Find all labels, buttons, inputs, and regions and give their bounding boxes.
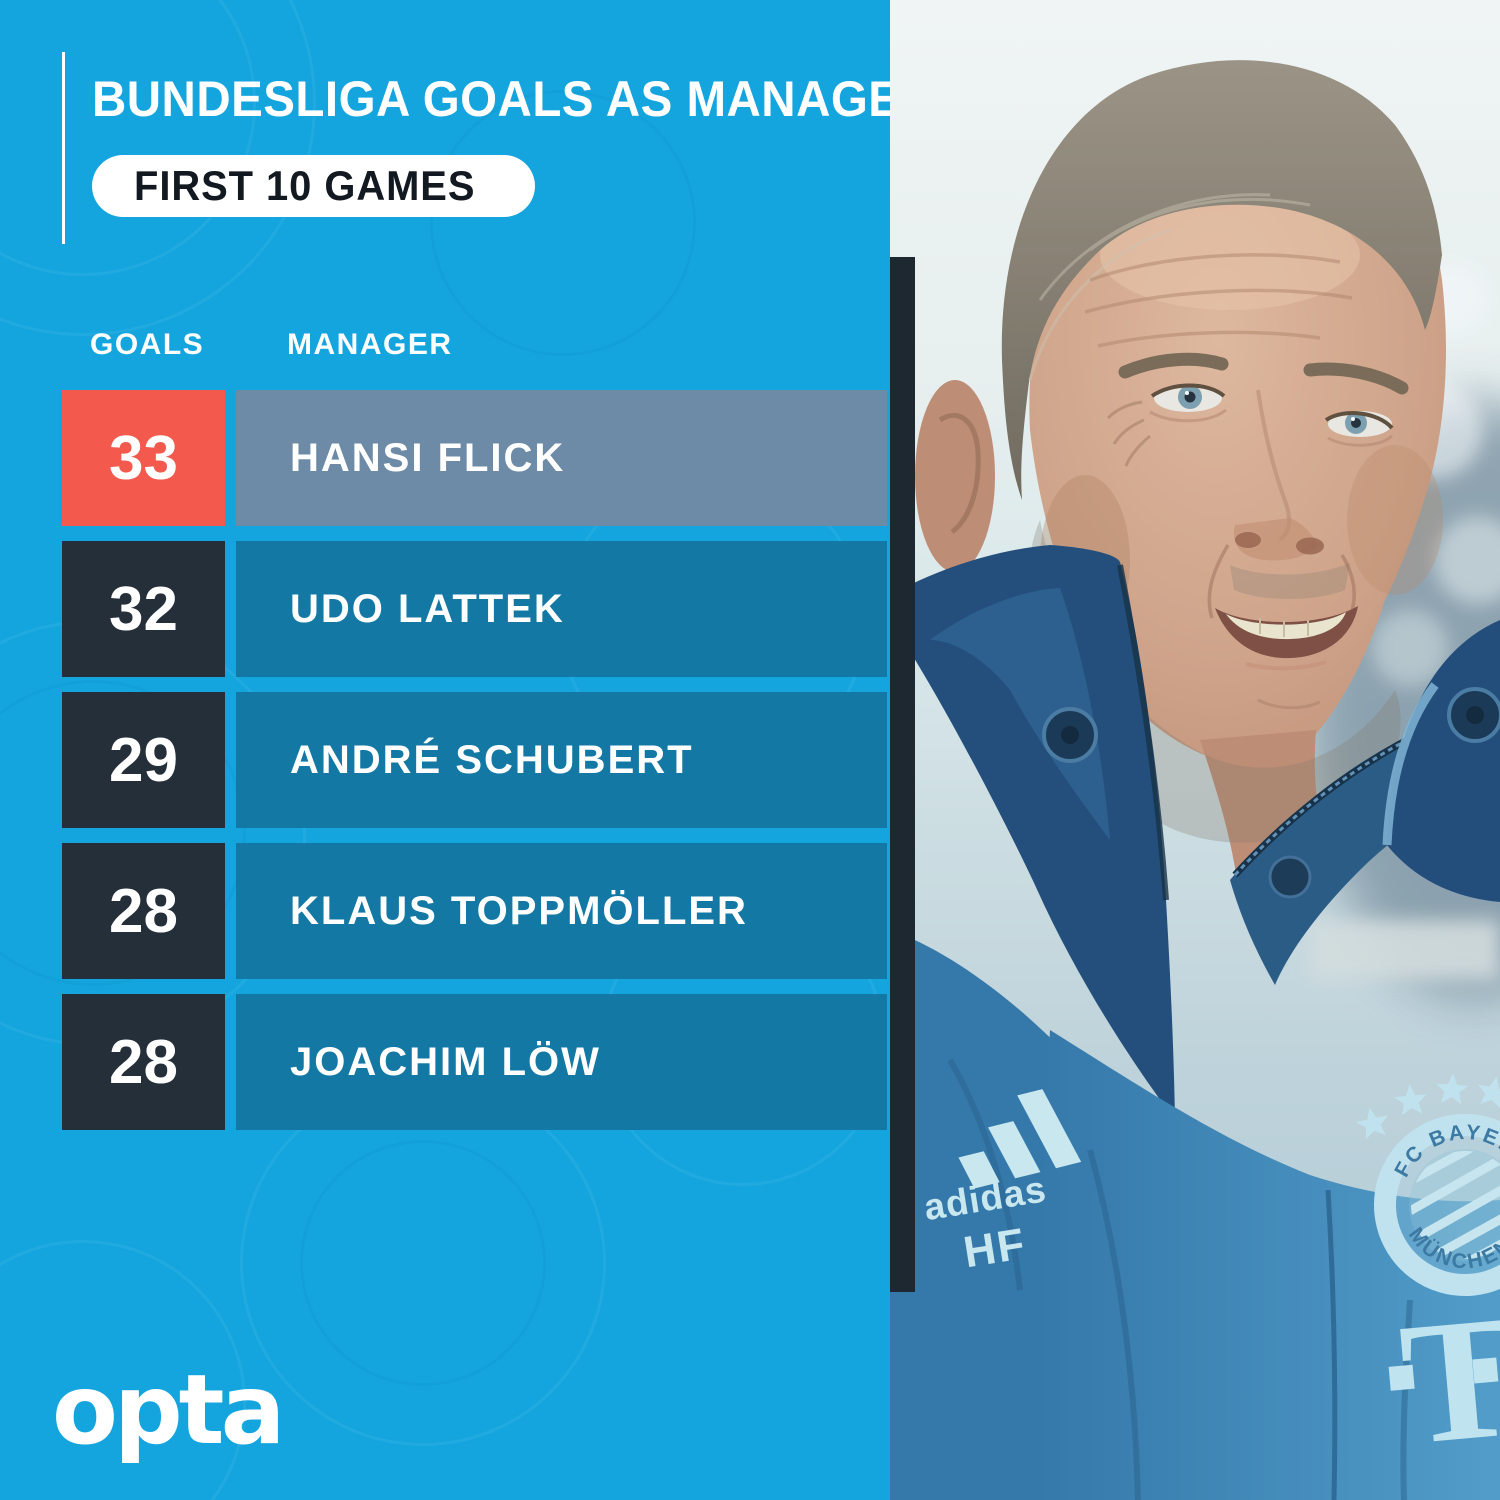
background-band [1310,920,1500,980]
fabric-folds [947,1058,1413,1500]
goals-value: 32 [62,541,225,677]
jacket-initials: HF [960,1219,1030,1277]
column-header-manager: MANAGER [287,328,453,361]
cheek-shadow [1347,445,1443,595]
subtitle-text: FIRST 10 GAMES [134,162,476,209]
ear-detail [938,413,981,534]
goals-value: 29 [62,692,225,828]
manager-portrait-illustration: adidas HF FC BAYERN [890,0,1500,1500]
adidas-bars-icon [958,1089,1082,1189]
right-eye [1324,411,1394,447]
pattern-ring [0,0,256,276]
goals-value: 33 [62,390,225,526]
mouth [1215,606,1358,671]
left-collar [890,545,1175,1120]
sponsor-letter: T [1394,1278,1500,1481]
manager-photo: adidas HF FC BAYERN [890,0,1500,1500]
subtitle-pill: FIRST 10 GAMES [92,155,536,217]
collar-edge-highlight [1382,682,1439,846]
collar-fold [930,588,1110,840]
crow-feet-wrinkles [1106,400,1151,467]
column-header-goals: GOALS [90,328,205,361]
managers-table: 33 HANSI FLICK 32 UDO LATTEK 29 ANDRÉ SC… [62,390,888,1145]
chin-crease [1257,698,1321,710]
jacket: adidas HF FC BAYERN [890,545,1500,1500]
sponsor-telekom-logo: T [1388,1278,1500,1481]
table-row: 29 ANDRÉ SCHUBERT [62,692,888,828]
adidas-logo: adidas HF [921,1089,1082,1277]
club-crest: FC BAYERN MÜNCHEN [1374,1101,1500,1296]
photo-edge-bar [890,257,915,1292]
table-row: 28 KLAUS TOPPMÖLLER [62,843,888,979]
manager-name: JOACHIM LÖW [236,994,887,1130]
snap-buttons [1042,687,1500,899]
pattern-ring [430,90,696,356]
manager-name: UDO LATTEK [236,541,887,677]
hair [1001,60,1442,500]
zipper-left [1117,564,1169,901]
photo-tint-overlay [890,0,1500,1500]
eyebrows [1118,352,1409,395]
nose [1233,389,1324,561]
center-seam [1325,1189,1338,1500]
manager-name: KLAUS TOPPMÖLLER [236,843,887,979]
ear [915,380,995,572]
title-accent-line [62,52,65,244]
manager-name: HANSI FLICK [236,390,887,526]
pattern-ring [300,1140,546,1386]
table-row: 28 JOACHIM LÖW [62,994,888,1130]
goals-value: 28 [62,843,225,979]
table-row: 32 UDO LATTEK [62,541,888,677]
table-row: 33 HANSI FLICK [62,390,888,526]
left-eye [1149,383,1227,423]
opta-logo: opta [52,1354,285,1466]
forehead-wrinkles [1084,253,1353,348]
manager-name: ANDRÉ SCHUBERT [236,692,887,828]
page-title: BUNDESLIGA GOALS AS MANAGER [92,71,936,127]
goals-value: 28 [62,994,225,1130]
chest [1039,1030,1500,1500]
hair-streaks [1028,193,1311,381]
